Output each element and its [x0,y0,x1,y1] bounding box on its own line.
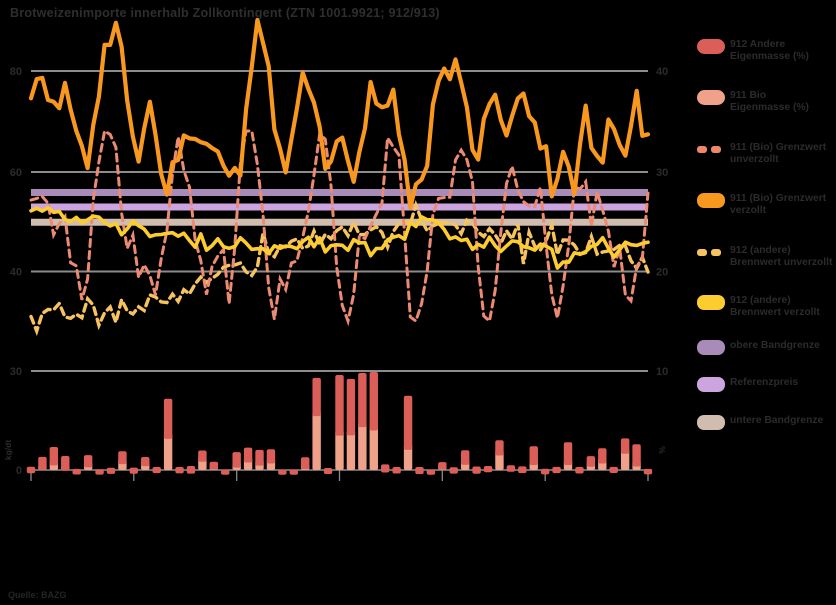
svg-text:40: 40 [656,66,668,78]
svg-text:30: 30 [656,167,668,179]
svg-text:60: 60 [10,167,22,179]
svg-text:40: 40 [10,267,22,279]
svg-text:%: % [657,446,667,454]
svg-text:20: 20 [656,267,668,279]
svg-text:0: 0 [16,465,22,477]
svg-text:30: 30 [10,366,22,378]
svg-text:10: 10 [656,366,668,378]
svg-text:80: 80 [10,66,22,78]
svg-text:kg/dt: kg/dt [3,440,13,460]
